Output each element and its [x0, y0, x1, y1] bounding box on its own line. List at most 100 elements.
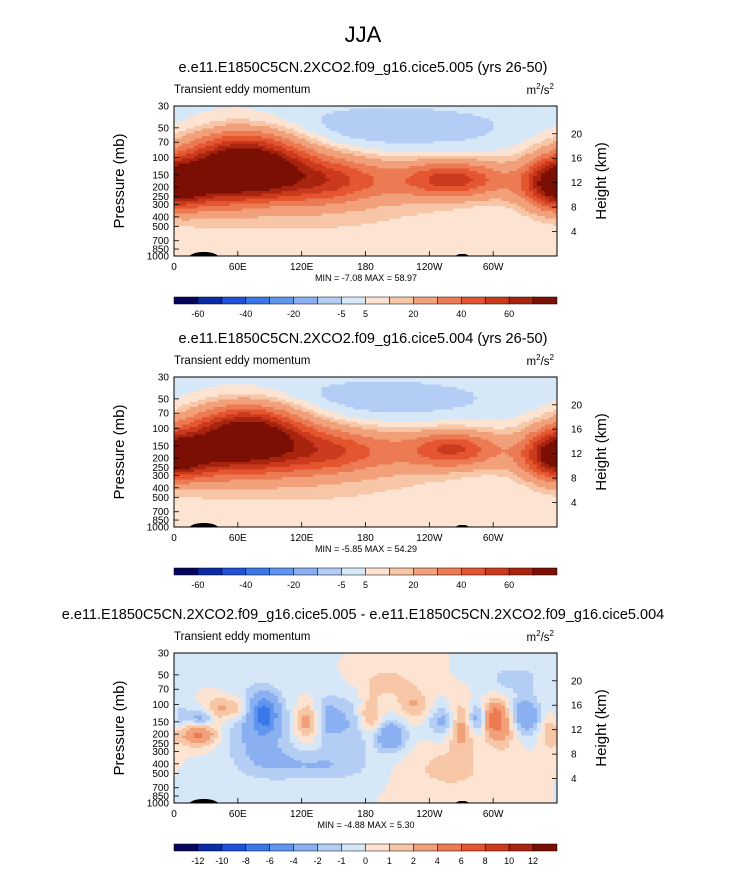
colorbar-swatch	[389, 296, 414, 305]
y-tick-label: 700	[152, 507, 169, 518]
colorbar-swatch	[317, 843, 342, 852]
colorbar-swatch	[413, 296, 438, 305]
y-right-tick-label: 8	[571, 750, 577, 761]
y-tick-label: 500	[152, 493, 169, 504]
y-tick-label: 100	[152, 700, 169, 711]
y-axis-label: Pressure (mb)	[111, 680, 128, 775]
y-tick-label: 500	[152, 222, 169, 233]
x-tick-label: 0	[171, 809, 177, 820]
x-tick-label: 120W	[416, 262, 443, 273]
y-tick-label: 150	[152, 441, 169, 452]
main-title: JJA	[345, 22, 382, 47]
y-tick-label: 850	[152, 245, 169, 256]
colorbar-label: 20	[408, 580, 418, 590]
colorbar-swatch	[365, 567, 390, 576]
y-right-tick-label: 8	[571, 203, 577, 214]
y-axis-right-label: Height (km)	[593, 413, 610, 491]
units-label: m2/s2	[527, 82, 555, 97]
colorbar-swatch	[341, 567, 366, 576]
y-tick-label: 30	[158, 649, 170, 660]
y-tick-label: 500	[152, 769, 169, 780]
colorbar-swatch	[508, 567, 534, 576]
colorbar-swatch	[221, 843, 247, 852]
y-tick-label: 150	[152, 717, 169, 728]
y-right-tick-label: 12	[571, 449, 583, 460]
colorbar: -60 -40 -20 -5 5 20 40 60	[173, 567, 558, 590]
colorbar-swatch	[245, 567, 270, 576]
colorbar-swatch	[508, 296, 534, 305]
y-tick-label: 100	[152, 424, 169, 435]
y-right-tick-label: 16	[571, 425, 583, 436]
colorbar-label: -40	[239, 580, 252, 590]
y-tick-label: 850	[152, 516, 169, 527]
colorbar-swatch	[437, 843, 462, 852]
y-right-tick-label: 20	[571, 676, 583, 687]
x-tick-label: 180	[357, 262, 374, 273]
y-tick-label: 200	[152, 730, 169, 741]
y-tick-label: 300	[152, 747, 169, 758]
colorbar-label: 8	[483, 856, 488, 866]
y-tick-label: 50	[158, 670, 170, 681]
colorbar-swatch	[365, 843, 390, 852]
colorbar-swatch	[221, 567, 247, 576]
colorbar-swatch	[389, 567, 414, 576]
colorbar-swatch	[461, 296, 486, 305]
colorbar-swatch	[293, 843, 318, 852]
x-tick-label: 180	[357, 533, 374, 544]
colorbar-label: -8	[242, 856, 250, 866]
min-max-stats: MIN = -4.88 MAX = 5.30	[317, 820, 414, 830]
colorbar-swatch	[341, 843, 366, 852]
x-tick-label: 60E	[229, 533, 247, 544]
x-tick-label: 0	[171, 262, 177, 273]
colorbar-label: -20	[287, 309, 300, 319]
y-axis-right-label: Height (km)	[593, 689, 610, 767]
colorbar-swatch	[437, 296, 462, 305]
y-tick-label: 100	[152, 153, 169, 164]
y-tick-label: 70	[158, 409, 170, 420]
y-right-tick-label: 4	[571, 498, 577, 509]
x-tick-label: 60W	[483, 809, 504, 820]
colorbar-swatch	[317, 296, 342, 305]
y-tick-label: 30	[158, 102, 170, 113]
y-tick-label: 1000	[147, 523, 170, 534]
y-right-tick-label: 16	[571, 154, 583, 165]
units-label: m2/s2	[527, 353, 555, 368]
y-right-tick-label: 16	[571, 701, 583, 712]
colorbar-swatch	[197, 567, 223, 576]
colorbar-swatch	[532, 296, 558, 305]
colorbar-label: -60	[191, 580, 204, 590]
colorbar-label: -2	[314, 856, 322, 866]
y-right-tick-label: 12	[571, 725, 583, 736]
colorbar-label: 20	[408, 309, 418, 319]
colorbar-swatch	[532, 567, 558, 576]
variable-label: Transient eddy momentum	[174, 355, 310, 367]
colorbar-swatch	[173, 296, 199, 305]
colorbar-swatch	[245, 843, 270, 852]
panels: e.e11.E1850C5CN.2XCO2.f09_g16.cice5.005 …	[62, 60, 664, 866]
variable-label: Transient eddy momentum	[174, 84, 310, 96]
colorbar-swatch	[484, 296, 510, 305]
x-tick-label: 120W	[416, 533, 443, 544]
colorbar-label: 40	[456, 309, 466, 319]
colorbar-swatch	[413, 843, 438, 852]
min-max-stats: MIN = -5.85 MAX = 54.29	[315, 544, 417, 554]
colorbar-label: -10	[215, 856, 228, 866]
y-tick-label: 400	[152, 212, 169, 223]
y-tick-label: 70	[158, 138, 170, 149]
colorbar-label: -5	[338, 309, 346, 319]
y-right-tick-label: 12	[571, 178, 583, 189]
colorbar-label: 10	[504, 856, 514, 866]
colorbar-swatch	[293, 296, 318, 305]
y-axis-label: Pressure (mb)	[111, 133, 128, 228]
colorbar-swatch	[484, 843, 510, 852]
y-tick-label: 50	[158, 123, 170, 134]
panel-1: e.e11.E1850C5CN.2XCO2.f09_g16.cice5.005 …	[111, 60, 610, 319]
y-right-tick-label: 20	[571, 400, 583, 411]
colorbar-swatch	[293, 567, 318, 576]
y-right-tick-label: 4	[571, 227, 577, 238]
y-axis-label: Pressure (mb)	[111, 404, 128, 499]
y-tick-label: 1000	[147, 799, 170, 810]
colorbar-label: -5	[338, 580, 346, 590]
y-tick-label: 300	[152, 471, 169, 482]
panel-3: e.e11.E1850C5CN.2XCO2.f09_g16.cice5.005 …	[62, 607, 664, 866]
